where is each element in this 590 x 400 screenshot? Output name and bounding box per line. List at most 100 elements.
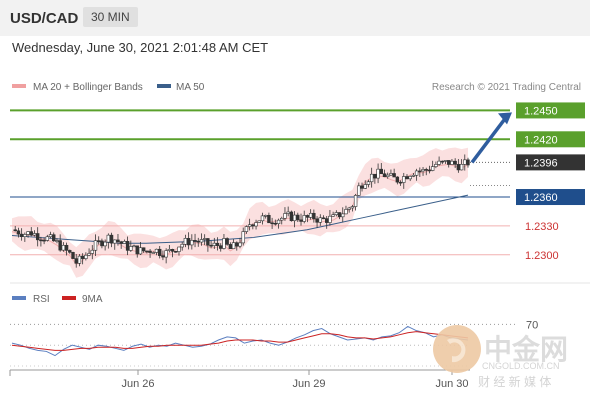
candle: [19, 228, 24, 241]
candle: [434, 161, 438, 169]
candle: [414, 168, 419, 181]
candle: [392, 168, 396, 178]
ma9-legend-swatch: [62, 296, 76, 300]
candle: [427, 165, 432, 174]
candle: [58, 234, 62, 252]
candle: [199, 233, 204, 246]
candle: [190, 234, 194, 250]
credit-label: Research © 2021 Trading Central: [432, 82, 581, 93]
candle: [68, 249, 72, 254]
candle: [193, 233, 197, 248]
candle: [337, 212, 342, 220]
candle: [61, 242, 66, 252]
candle: [158, 246, 162, 259]
candle: [386, 172, 390, 179]
timeframe-button[interactable]: 30 MIN: [83, 7, 138, 27]
candle: [39, 236, 43, 247]
candle: [209, 240, 213, 249]
price-levels: [10, 109, 510, 256]
candle: [283, 207, 287, 221]
level-tag-1.2450: 1.2450: [516, 102, 585, 119]
candle: [141, 247, 146, 253]
candle: [328, 210, 332, 226]
candle: [164, 248, 168, 264]
candle: [228, 242, 233, 250]
candle: [23, 232, 27, 242]
level-tag-text: 1.2450: [524, 105, 558, 117]
candle: [292, 211, 297, 228]
x-tick-label: Jun 30: [435, 378, 468, 390]
candle: [289, 210, 294, 222]
candle: [135, 245, 139, 258]
candle: [219, 243, 223, 252]
candle: [45, 234, 50, 242]
symbol-label: USD/CAD: [10, 10, 79, 27]
candle: [466, 157, 470, 168]
candle: [13, 225, 17, 232]
candle: [447, 160, 451, 168]
candle: [424, 167, 428, 176]
watermark-slogan: 财 经 新 媒 体: [478, 374, 551, 389]
candle: [90, 245, 94, 260]
level-tag-text: 1.2360: [524, 192, 558, 204]
candle: [408, 175, 412, 182]
candle: [395, 176, 400, 185]
candle: [360, 182, 364, 192]
candle: [382, 169, 387, 178]
x-tick-label: Jun 29: [292, 378, 325, 390]
level-tag-bg: [516, 131, 585, 148]
x-tick-label: Jun 26: [121, 378, 154, 390]
candle: [215, 237, 220, 251]
candle: [363, 180, 367, 190]
candle: [247, 218, 252, 231]
candle: [402, 172, 406, 189]
candle: [344, 205, 348, 215]
candle: [273, 219, 278, 226]
candle: [29, 227, 33, 237]
candle: [106, 233, 111, 249]
candle: [238, 237, 242, 249]
candle: [318, 214, 322, 226]
watermark-site: CNGOLD.COM.CN: [482, 361, 560, 371]
candle: [148, 249, 152, 258]
candle: [202, 234, 207, 246]
candle: [244, 225, 249, 234]
candle: [276, 218, 281, 229]
price-legend: MA 20 + Bollinger Bands MA 50 Research ©…: [12, 82, 581, 93]
candle: [52, 232, 56, 242]
candle: [97, 236, 101, 245]
candle: [129, 240, 133, 252]
candlesticks: [13, 154, 470, 268]
rsi-legend-label: RSI: [33, 294, 50, 305]
candle: [260, 212, 265, 225]
candle: [42, 237, 46, 245]
candle: [16, 227, 21, 238]
candle: [183, 234, 188, 248]
ma20-legend-swatch: [12, 84, 26, 88]
rsi-ma9-line: [11, 331, 469, 351]
candle: [421, 166, 425, 176]
candle: [308, 209, 313, 220]
candle: [263, 214, 268, 219]
rsi-line: [11, 325, 469, 357]
candle: [459, 159, 464, 171]
candle: [411, 173, 416, 178]
candle: [440, 160, 445, 165]
candle: [331, 211, 335, 217]
candle: [437, 156, 441, 166]
level-tag-text: 1.2330: [525, 221, 559, 233]
candle: [299, 213, 303, 226]
candle: [64, 242, 69, 256]
candle: [77, 253, 82, 267]
candle: [254, 219, 258, 230]
candle: [93, 234, 98, 257]
level-tag-bg: [516, 189, 585, 206]
level-tag-1.2330: 1.2330: [525, 221, 559, 233]
candle: [145, 250, 149, 254]
level-tag-1.2300: 1.2300: [525, 250, 559, 262]
candle: [87, 248, 91, 257]
candle: [341, 207, 345, 223]
candle: [366, 179, 371, 188]
candle: [177, 246, 181, 256]
